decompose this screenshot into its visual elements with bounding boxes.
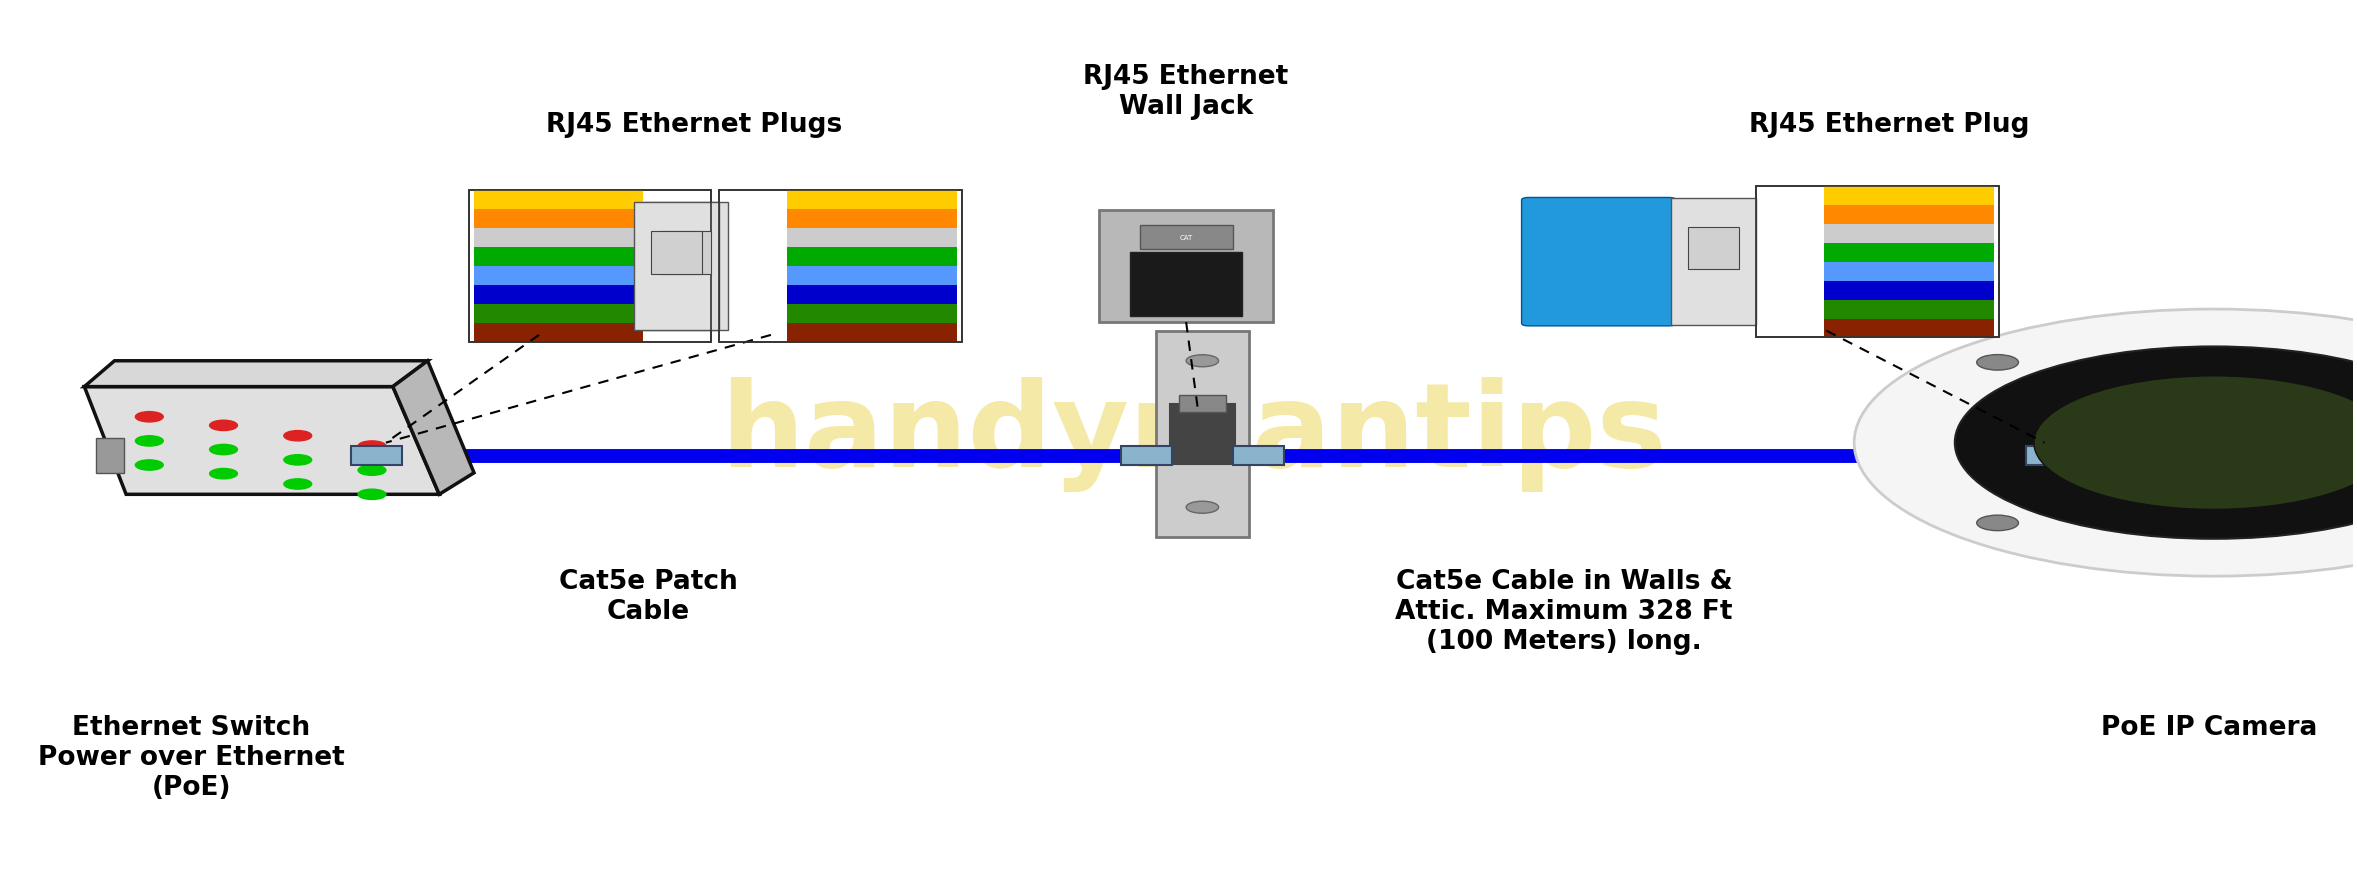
Bar — [474, 286, 643, 304]
Bar — [660, 232, 712, 275]
Bar — [474, 191, 643, 210]
Bar — [1141, 225, 1233, 249]
Circle shape — [2034, 376, 2357, 510]
Bar — [1169, 404, 1235, 465]
Bar — [787, 267, 957, 286]
Bar — [1688, 228, 1739, 270]
Bar — [1756, 187, 1999, 338]
FancyBboxPatch shape — [486, 202, 639, 331]
Text: Cat5e Cable in Walls &
Attic. Maximum 328 Ft
(100 Meters) long.: Cat5e Cable in Walls & Attic. Maximum 32… — [1395, 568, 1732, 653]
Polygon shape — [394, 362, 474, 494]
Bar — [1824, 262, 1994, 282]
Text: RJ45 Ethernet Plug: RJ45 Ethernet Plug — [1749, 112, 2029, 137]
Bar — [1098, 210, 1273, 322]
Circle shape — [134, 412, 163, 422]
Circle shape — [134, 436, 163, 447]
Bar — [474, 323, 643, 342]
Bar — [97, 439, 125, 474]
Circle shape — [358, 441, 387, 452]
Bar — [1122, 447, 1171, 466]
Bar — [1756, 187, 1999, 338]
Circle shape — [210, 421, 238, 431]
Bar — [787, 248, 957, 267]
Circle shape — [1855, 309, 2357, 576]
Bar — [474, 267, 643, 286]
Bar — [719, 191, 962, 342]
Bar — [1824, 243, 1994, 262]
Text: CAT: CAT — [1178, 235, 1193, 241]
Bar — [643, 203, 728, 330]
Bar — [1671, 199, 1756, 326]
Bar — [787, 210, 957, 229]
Bar — [469, 191, 712, 342]
Bar — [1131, 253, 1242, 317]
Circle shape — [210, 469, 238, 480]
Bar — [351, 447, 403, 466]
Circle shape — [210, 445, 238, 455]
Bar — [1155, 331, 1249, 538]
Circle shape — [1186, 355, 1219, 368]
Bar — [634, 203, 719, 330]
Text: Cat5e Patch
Cable: Cat5e Patch Cable — [559, 568, 738, 624]
Circle shape — [283, 431, 311, 441]
Circle shape — [283, 455, 311, 466]
Bar — [787, 229, 957, 248]
Bar — [787, 323, 957, 342]
Bar — [787, 286, 957, 304]
Bar — [1824, 224, 1994, 243]
Circle shape — [1978, 515, 2018, 531]
Bar — [474, 248, 643, 267]
Polygon shape — [85, 362, 427, 388]
Text: handymantips: handymantips — [719, 377, 1666, 492]
Circle shape — [358, 466, 387, 476]
Bar — [474, 229, 643, 248]
Circle shape — [283, 480, 311, 489]
Circle shape — [1978, 355, 2018, 371]
Bar — [474, 304, 643, 323]
Text: RJ45 Ethernet Plugs: RJ45 Ethernet Plugs — [547, 112, 841, 137]
Text: RJ45 Ethernet
Wall Jack: RJ45 Ethernet Wall Jack — [1084, 64, 1289, 120]
Circle shape — [1186, 501, 1219, 514]
Bar — [787, 304, 957, 323]
Bar — [1824, 206, 1994, 224]
Bar — [1824, 300, 1994, 319]
Bar — [719, 191, 962, 342]
Circle shape — [1954, 347, 2357, 539]
Bar — [787, 191, 957, 210]
Bar — [1824, 282, 1994, 300]
Bar — [1824, 319, 1994, 338]
Bar — [474, 210, 643, 229]
Bar — [1178, 395, 1226, 413]
Text: PoE IP Camera: PoE IP Camera — [2100, 714, 2317, 740]
Circle shape — [358, 489, 387, 500]
Text: Ethernet Switch
Power over Ethernet
(PoE): Ethernet Switch Power over Ethernet (PoE… — [38, 714, 344, 800]
FancyBboxPatch shape — [792, 202, 945, 331]
Bar — [1824, 187, 1994, 206]
Polygon shape — [85, 388, 438, 494]
Bar — [469, 191, 712, 342]
Bar — [651, 232, 702, 275]
Bar — [2025, 447, 2077, 466]
Bar — [1233, 447, 1285, 466]
Circle shape — [134, 461, 163, 471]
FancyBboxPatch shape — [1523, 198, 1676, 327]
